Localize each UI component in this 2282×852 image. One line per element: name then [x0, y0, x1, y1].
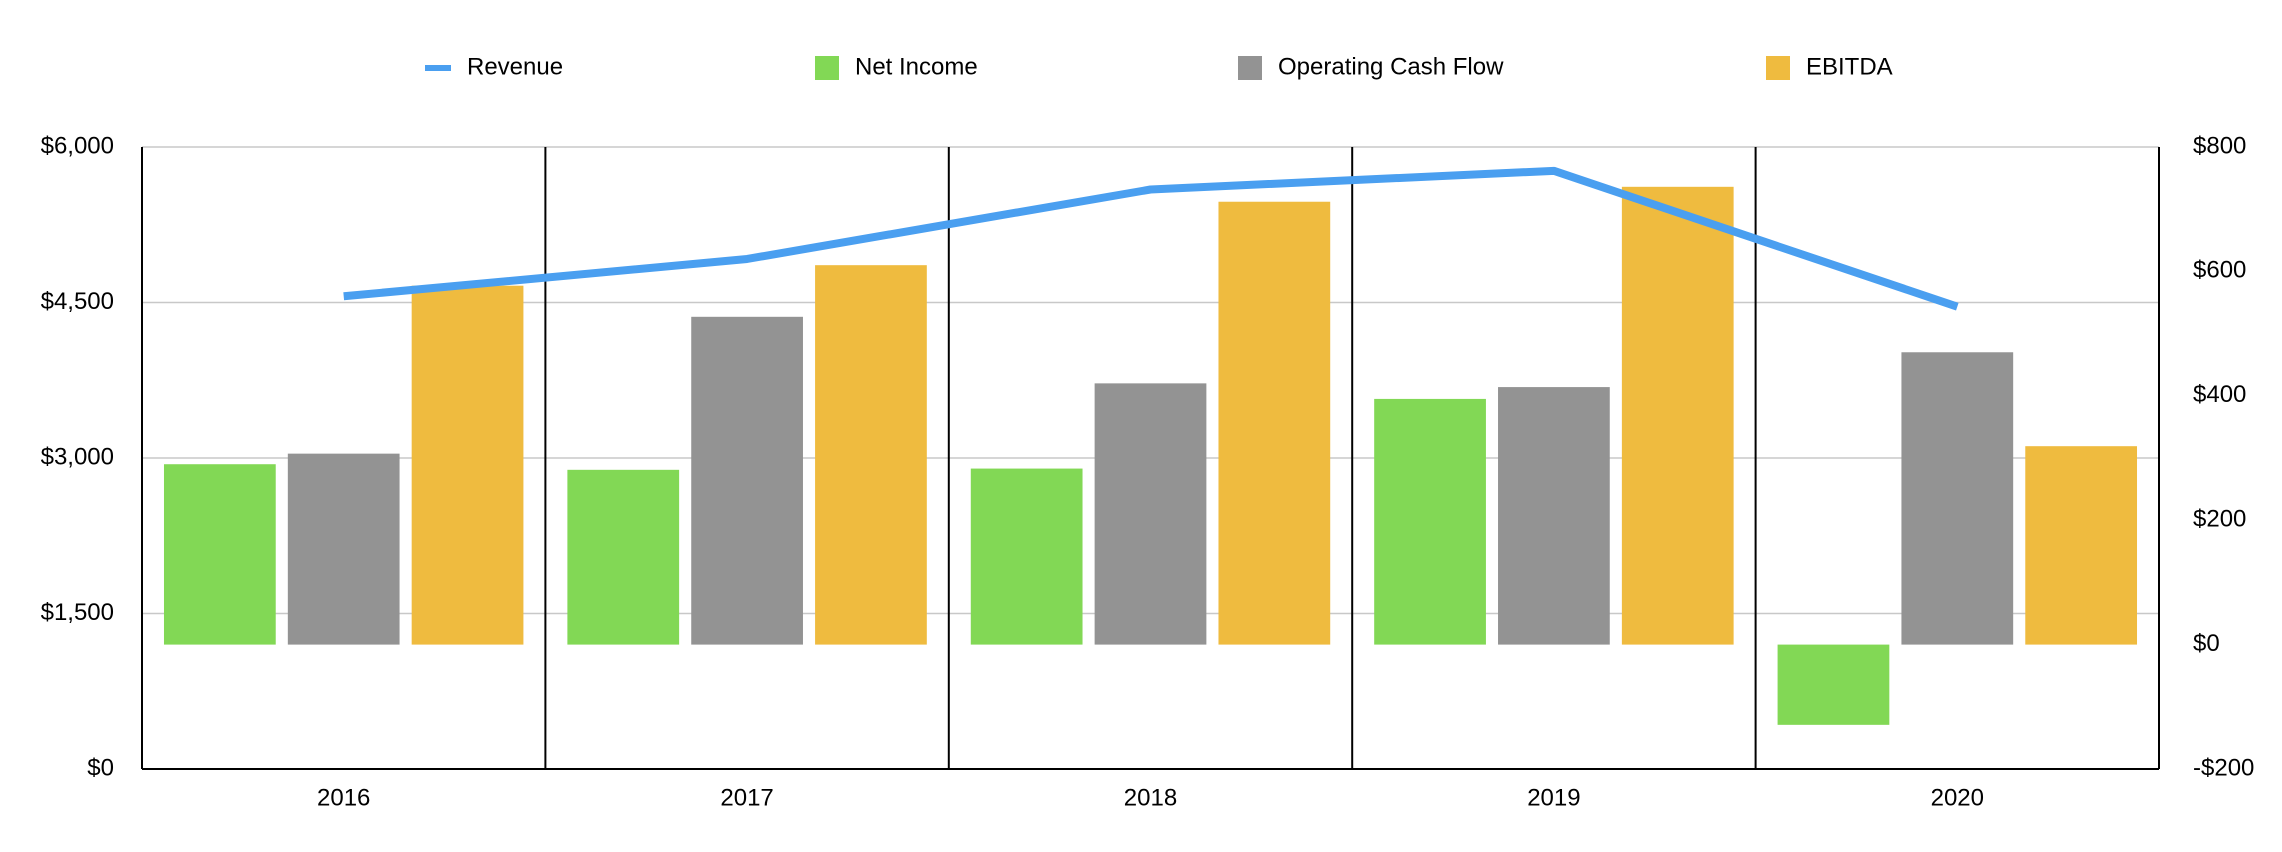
- x-tick-label: 2020: [1931, 784, 1984, 811]
- bar: [1621, 186, 1734, 645]
- bar: [411, 285, 524, 645]
- legend-label: Revenue: [467, 53, 563, 80]
- legend-label: Operating Cash Flow: [1278, 53, 1504, 80]
- x-tick-label: 2017: [720, 784, 773, 811]
- y-tick-label: $3,000: [41, 443, 114, 470]
- y-tick-label: $6,000: [41, 132, 114, 159]
- y2-tick-label: $600: [2193, 257, 2246, 284]
- x-tick-label: 2019: [1527, 784, 1580, 811]
- bar: [163, 464, 276, 645]
- line: [343, 166, 1959, 311]
- y2-tick-label: $200: [2193, 506, 2246, 533]
- y-tick-label: $4,500: [41, 288, 114, 315]
- legend-swatch: [1766, 56, 1790, 80]
- x-tick-label: 2018: [1124, 784, 1177, 811]
- bar: [1094, 383, 1207, 645]
- legend-label: EBITDA: [1806, 53, 1893, 80]
- y-tick-label: $0: [87, 754, 114, 781]
- bar: [567, 469, 680, 645]
- legend-swatch: [815, 56, 839, 80]
- legend-swatch: [1238, 56, 1262, 80]
- y2-tick-label: $400: [2193, 381, 2246, 408]
- y2-tick-label: $0: [2193, 630, 2220, 657]
- bar: [1374, 398, 1486, 645]
- legend-label: Net Income: [855, 53, 978, 80]
- bar: [287, 453, 400, 645]
- bar: [1498, 387, 1610, 645]
- bar: [2025, 446, 2138, 645]
- y2-tick-label: $800: [2193, 132, 2246, 159]
- bar: [815, 265, 927, 645]
- bar: [691, 316, 803, 645]
- y-tick-label: $1,500: [41, 599, 114, 626]
- bar: [970, 468, 1083, 645]
- bar: [1901, 352, 2014, 645]
- bar: [1777, 644, 1890, 725]
- bar: [1218, 201, 1331, 645]
- x-tick-label: 2016: [317, 784, 370, 811]
- y2-tick-label: -$200: [2193, 754, 2254, 781]
